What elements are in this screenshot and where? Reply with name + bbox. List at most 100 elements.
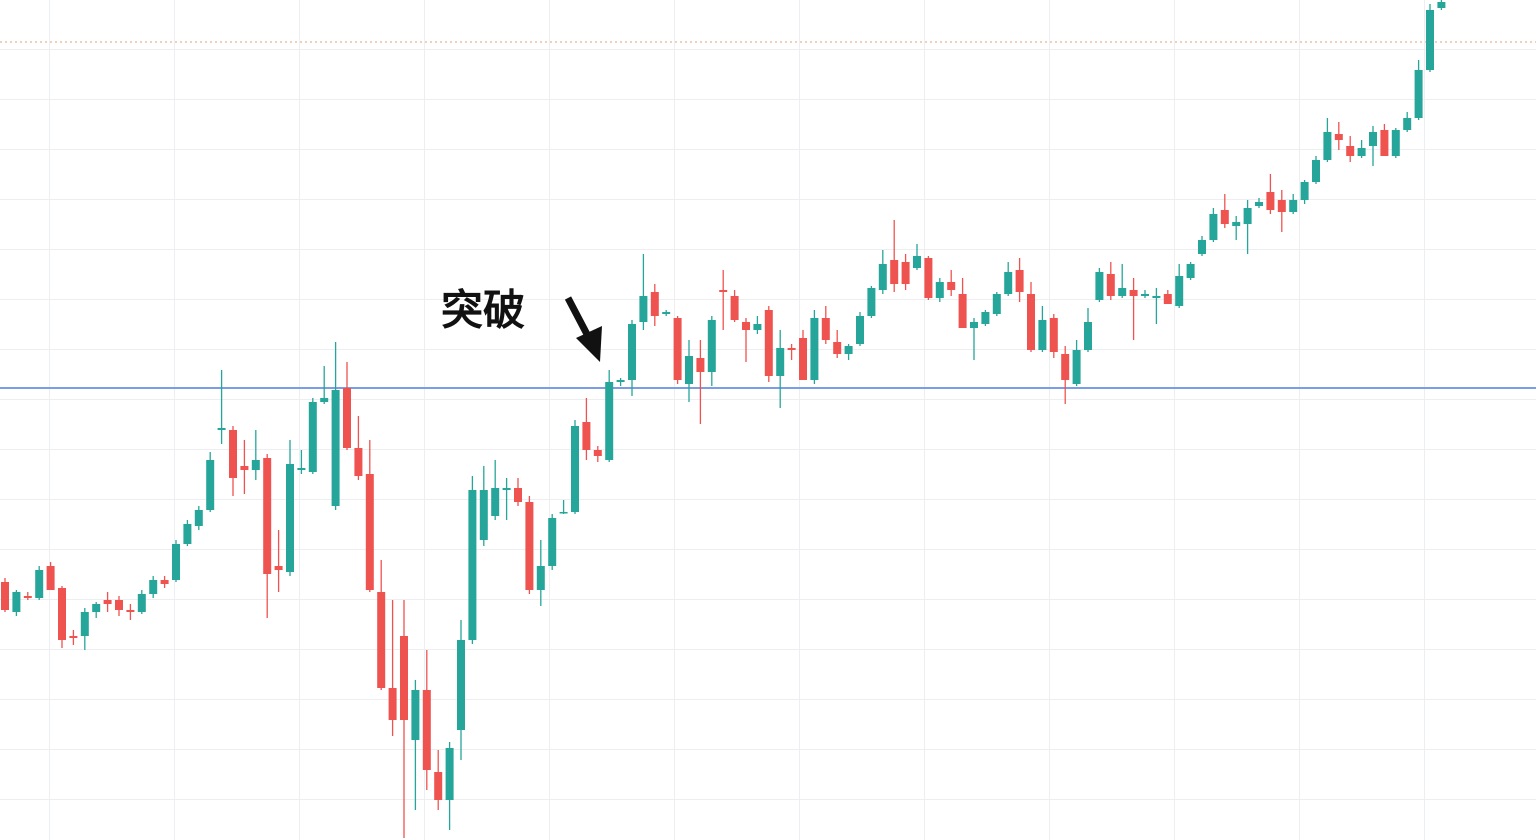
candle-body: [23, 596, 32, 598]
candle-body: [707, 320, 716, 372]
candle-body: [491, 488, 500, 516]
candle-body: [935, 282, 944, 298]
candle-body: [137, 594, 146, 612]
candle-body: [58, 588, 66, 640]
candle-body: [126, 610, 135, 612]
candle-body: [1106, 274, 1115, 296]
candle-body: [559, 512, 568, 514]
candle-body: [400, 636, 408, 720]
arrow: [564, 296, 602, 362]
candle-body: [662, 312, 671, 314]
candle-body: [377, 592, 386, 688]
candle-body: [685, 356, 693, 384]
candle-body: [331, 390, 340, 506]
candle-body: [445, 748, 454, 800]
candle-body: [229, 430, 237, 478]
candle-body: [1232, 222, 1241, 226]
candle-body: [548, 518, 557, 566]
candle-body: [92, 604, 101, 612]
candle-body: [810, 318, 819, 380]
candle-body: [605, 382, 614, 460]
candle-body: [1255, 202, 1263, 206]
candle-body: [502, 488, 511, 490]
candle-body: [1414, 70, 1423, 118]
candle-body: [742, 322, 750, 330]
candle-body: [593, 450, 602, 456]
candle-body: [730, 296, 739, 320]
candle-body: [1118, 288, 1127, 296]
candle-body: [194, 510, 203, 526]
candle-body: [1209, 214, 1218, 240]
candle-body: [274, 566, 283, 570]
candle-body: [1380, 130, 1389, 156]
candle-body: [286, 464, 294, 572]
candle-body: [571, 426, 579, 512]
candle-body: [1129, 290, 1138, 296]
candle-body: [913, 256, 921, 268]
candles: [1, 0, 1446, 838]
arrow-shaft: [564, 296, 594, 342]
candle-body: [69, 636, 78, 638]
candle-body: [80, 612, 89, 636]
candle-body: [1437, 2, 1446, 8]
candle-body: [639, 296, 648, 322]
levels: [0, 41, 1536, 389]
candle-body: [514, 488, 522, 502]
candle-body: [1357, 148, 1366, 156]
candle-body: [479, 490, 488, 540]
candle-body: [1084, 322, 1092, 350]
candle-body: [1163, 294, 1172, 304]
annotation: 突破: [441, 286, 525, 335]
candle-body: [35, 570, 44, 598]
candle-body: [206, 460, 215, 510]
candle-body: [46, 566, 55, 590]
candle-body: [901, 262, 910, 284]
candle-body: [1220, 210, 1229, 224]
candle-body: [1346, 146, 1355, 156]
candle-body: [1266, 192, 1275, 210]
candle-body: [696, 358, 705, 372]
candle-body: [867, 288, 876, 316]
candle-body: [388, 688, 397, 720]
candle-body: [536, 566, 545, 590]
candle-body: [844, 346, 853, 354]
candle-body: [468, 490, 477, 640]
candle-body: [343, 388, 351, 448]
candle-body: [1334, 134, 1343, 140]
candle-body: [183, 524, 192, 544]
candle-body: [1426, 10, 1434, 70]
candle-body: [890, 260, 899, 284]
candle-body: [1072, 350, 1081, 384]
candle-body: [1312, 160, 1320, 182]
candle-body: [308, 402, 317, 472]
candle-body: [1049, 318, 1058, 352]
candle-body: [1061, 354, 1070, 380]
candle-body: [799, 338, 807, 380]
candle-body: [149, 580, 158, 594]
candle-body: [1403, 118, 1412, 130]
candle-body: [434, 772, 443, 800]
candle-body: [1323, 132, 1332, 160]
candle-body: [160, 580, 169, 584]
candle-body: [924, 258, 933, 298]
candle-body: [1015, 270, 1024, 292]
candle-body: [1300, 182, 1309, 200]
candle-body: [320, 398, 329, 402]
candle-body: [1, 582, 9, 610]
candle-body: [103, 600, 112, 604]
candle-body: [970, 322, 978, 328]
candle-body: [422, 690, 431, 770]
candle-body: [787, 348, 796, 350]
candle-body: [457, 640, 465, 730]
candle-body: [1027, 294, 1035, 350]
candle-body: [981, 312, 990, 324]
candle-body: [525, 502, 534, 590]
candle-body: [1369, 132, 1377, 146]
candle-body: [354, 448, 363, 476]
candle-body: [616, 380, 625, 382]
candle-body: [1095, 272, 1104, 300]
candle-body: [1277, 200, 1286, 212]
candle-body: [217, 428, 226, 430]
